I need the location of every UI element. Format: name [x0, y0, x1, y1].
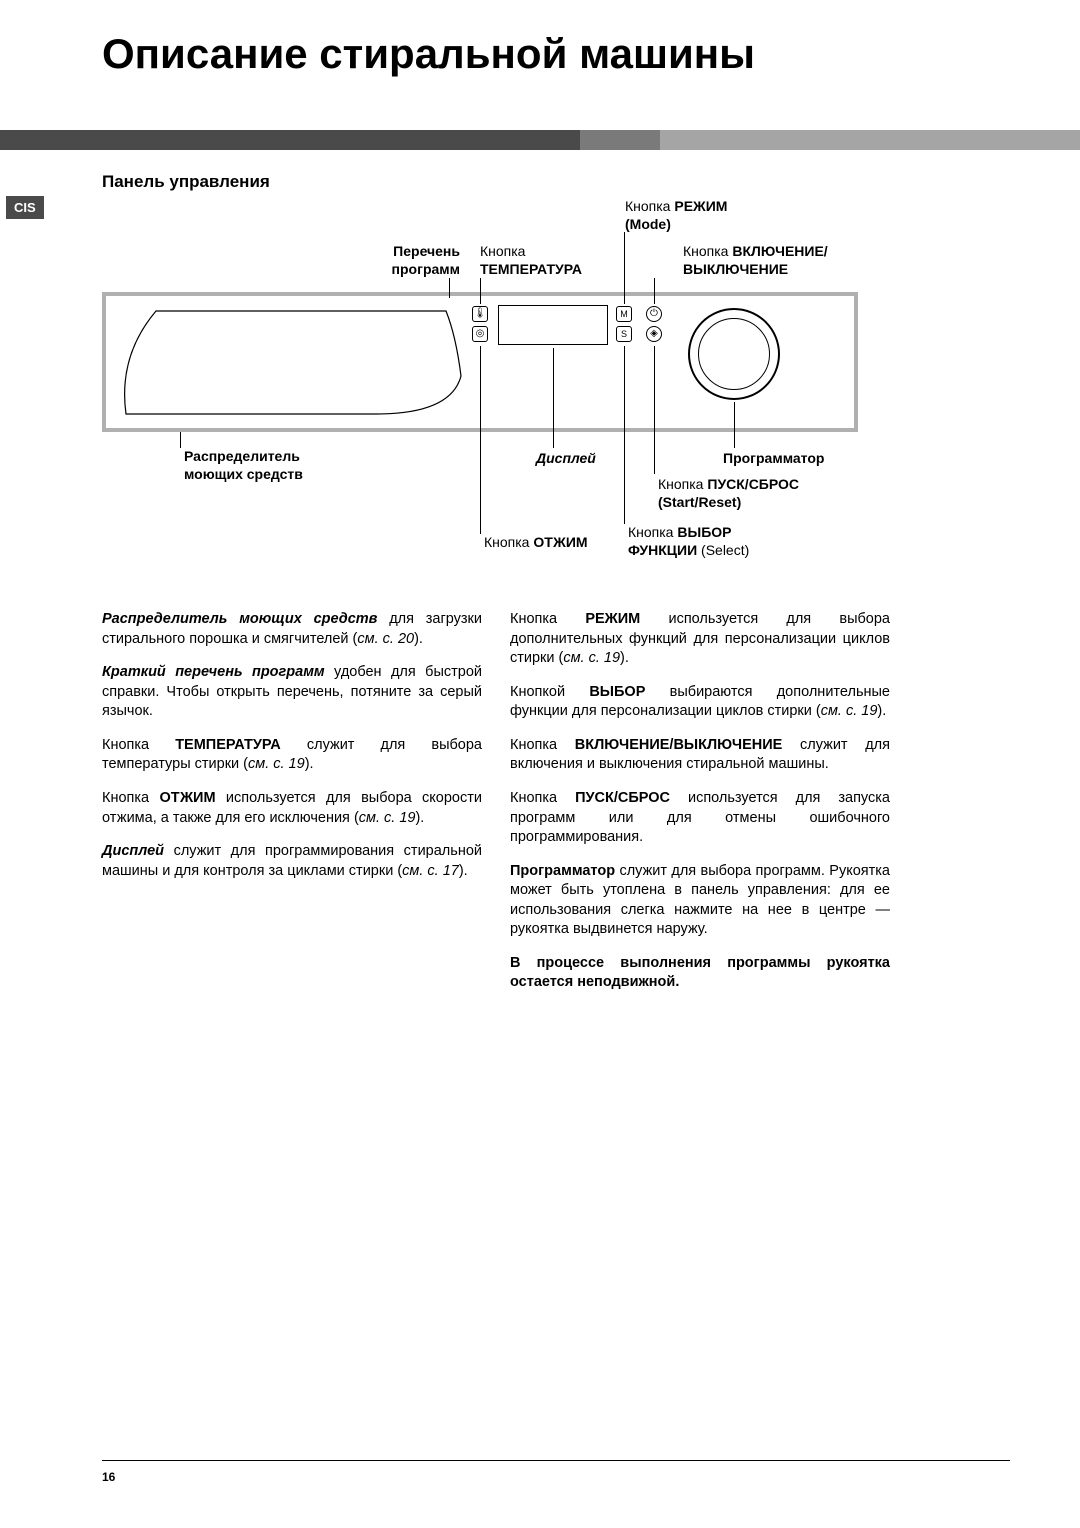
label-program-list: Перечень программ [360, 243, 460, 278]
callout-line [624, 232, 625, 304]
section-heading: Панель управления [102, 172, 270, 192]
body-paragraph: Дисплей служит для программирования стир… [102, 842, 482, 881]
label-display: Дисплей [536, 450, 596, 468]
temperature-button-icon: 🌡 [472, 306, 488, 322]
start-reset-button-icon: ◈ [646, 326, 662, 342]
callout-line [734, 402, 735, 448]
select-s-icon: S [621, 330, 627, 339]
label-spin: Кнопка ОТЖИМ [484, 534, 588, 552]
body-paragraph: Кнопкой ВЫБОР выбираются дополнительные … [510, 683, 890, 722]
callout-line [480, 278, 481, 304]
label-mode: Кнопка РЕЖИМ (Mode) [625, 198, 727, 233]
label-onoff: Кнопка ВКЛЮЧЕНИЕ/ ВЫКЛЮЧЕНИЕ [683, 243, 828, 278]
programmer-dial-inner [698, 318, 770, 390]
callout-line [654, 346, 655, 474]
callout-line [624, 346, 625, 524]
callout-line [654, 278, 655, 304]
label-select: Кнопка ВЫБОР ФУНКЦИИ (Select) [628, 524, 749, 559]
callout-line [180, 432, 181, 448]
sidebar-language-tag: CIS [6, 196, 44, 219]
spin-button-icon: ◎ [472, 326, 488, 342]
body-column-right: Кнопка РЕЖИМ используется для выбора доп… [510, 610, 890, 1007]
spiral-icon: ◎ [476, 329, 485, 339]
callout-line [480, 346, 481, 534]
display-screen [498, 305, 608, 345]
label-dispenser: Распределитель моющих средств [184, 448, 303, 483]
detergent-drawer-icon [106, 296, 466, 428]
label-start-reset: Кнопка ПУСК/СБРОС (Start/Reset) [658, 476, 799, 511]
header-band-mid [580, 130, 660, 150]
power-icon: ⏻ [650, 309, 658, 319]
power-button-icon: ⏻ [646, 306, 662, 322]
body-paragraph: Кнопка ВКЛЮЧЕНИЕ/ВЫКЛЮЧЕНИЕ служит для в… [510, 736, 890, 775]
body-paragraph: Кнопка ОТЖИМ используется для выбора ско… [102, 789, 482, 828]
label-temperature: Кнопка ТЕМПЕРАТУРА [480, 243, 582, 278]
mode-button-icon: M [616, 306, 632, 322]
body-paragraph: Кнопка ТЕМПЕРАТУРА служит для выбора тем… [102, 736, 482, 775]
body-paragraph: Кнопка ПУСК/СБРОС используется для запус… [510, 789, 890, 848]
body-paragraph: Программатор служит для выбора программ.… [510, 862, 890, 940]
thermometer-icon: 🌡 [474, 309, 487, 319]
body-paragraph: Краткий перечень программ удобен для быс… [102, 663, 482, 722]
callout-line [553, 348, 554, 448]
body-paragraph: В процессе выполнения программы рукоятка… [510, 954, 890, 993]
body-paragraph: Распределитель моющих средств для загруз… [102, 610, 482, 649]
body-paragraph: Кнопка РЕЖИМ используется для выбора доп… [510, 610, 890, 669]
callout-line [449, 278, 450, 298]
header-band-dark [0, 130, 580, 150]
header-band-light [660, 130, 1080, 150]
label-programmer: Программатор [723, 450, 824, 468]
mode-m-icon: M [620, 310, 628, 319]
page-title: Описание стиральной машины [102, 30, 755, 78]
select-button-icon: S [616, 326, 632, 342]
body-column-left: Распределитель моющих средств для загруз… [102, 610, 482, 895]
page-number: 16 [102, 1470, 115, 1484]
footer-rule [102, 1460, 1010, 1461]
start-icon: ◈ [650, 329, 658, 339]
